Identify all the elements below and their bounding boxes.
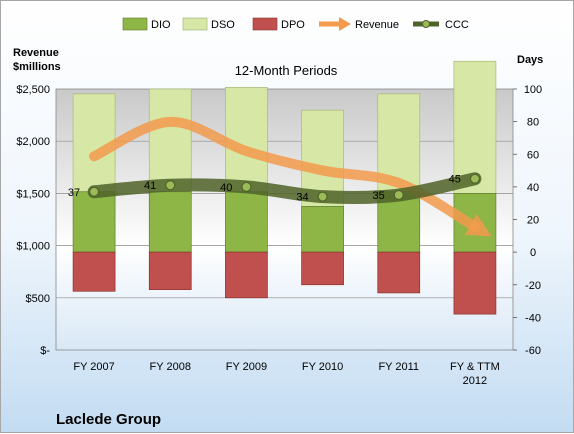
ccc-point <box>165 180 176 191</box>
y-right-tick-label: -60 <box>525 345 541 357</box>
legend: DIO DSO DPO Revenue CCC <box>122 17 469 31</box>
x-tick-label: FY 2011 <box>378 361 419 373</box>
y-right-tick-label: -40 <box>525 312 541 324</box>
y-left-title-line1: Revenue <box>13 47 59 59</box>
bar-dso <box>148 88 192 193</box>
y-left-title-line2: $millions <box>13 61 61 73</box>
y-left-tick-label: $1,000 <box>16 241 50 253</box>
ccc-data-label: 35 <box>373 190 385 202</box>
legend-label-ccc: CCC <box>445 19 469 31</box>
y-left-tick-label: $1,500 <box>16 188 50 200</box>
legend-label-dio: DIO <box>151 19 171 31</box>
ccc-series: 37 41 40 34 35 45 <box>68 172 482 205</box>
x-tick-label: FY 2007 <box>73 361 114 373</box>
bar-dio <box>72 191 116 253</box>
ccc-point <box>241 181 252 192</box>
y-right-tick-label: 60 <box>527 149 539 161</box>
ccc-data-label: 40 <box>220 182 232 194</box>
bar-dso <box>453 60 497 194</box>
ccc-line <box>87 172 482 205</box>
ccc-data-label: 37 <box>68 187 80 199</box>
legend-label-dso: DSO <box>211 19 235 31</box>
x-ticks: FY 2007 FY 2008 FY 2009 FY 2010 FY 2011 FY & … <box>73 361 499 387</box>
bar-dpo <box>453 251 497 315</box>
plot-area <box>55 88 514 351</box>
x-tick-label: FY 2010 <box>302 361 343 373</box>
y-left-tick-label: $500 <box>26 293 50 305</box>
y-right-ticks: 100 80 60 40 20 0 -20 -40 -60 <box>513 84 542 357</box>
bar-dpo <box>72 251 116 292</box>
ccc-point <box>88 186 100 197</box>
chart-title: 12-Month Periods <box>235 63 338 78</box>
y-right-tick-label: 0 <box>530 247 536 259</box>
y-right-tick-label: 80 <box>527 117 539 129</box>
ccc-data-label: 41 <box>144 180 156 192</box>
y-left-tick-label: $2,000 <box>16 136 50 148</box>
bar-dio <box>301 206 344 253</box>
x-tick-label: FY 2008 <box>150 361 191 373</box>
y-left-tick-label: $2,500 <box>16 84 50 96</box>
legend-label-revenue: Revenue <box>355 19 399 31</box>
x-tick-label: 2012 <box>463 375 487 387</box>
bar-dpo <box>301 251 344 286</box>
bar-dpo <box>225 251 268 299</box>
y-left-ticks: $2,500 $2,000 $1,500 $1,000 $500 $- <box>16 84 50 357</box>
legend-swatch-dpo <box>252 17 278 31</box>
y-right-title: Days <box>517 54 543 66</box>
ccc-point <box>469 173 481 184</box>
bar-dso <box>225 87 268 193</box>
bar-dio <box>148 191 192 253</box>
y-left-tick-label: $- <box>40 345 50 357</box>
x-tick-label: FY 2009 <box>226 361 267 373</box>
legend-label-dpo: DPO <box>281 19 305 31</box>
y-right-tick-label: -20 <box>525 280 541 292</box>
legend-swatch-ccc <box>413 20 439 28</box>
ccc-point <box>317 191 328 202</box>
y-right-tick-label: 20 <box>527 215 539 227</box>
y-right-tick-label: 40 <box>527 182 539 194</box>
bar-dpo <box>377 251 421 294</box>
ccc-data-label: 34 <box>296 192 308 204</box>
ccc-data-label: 45 <box>449 174 461 186</box>
y-right-tick-label: 100 <box>524 84 542 96</box>
legend-swatch-revenue <box>319 17 351 31</box>
x-tick-label: FY & TTM <box>450 361 500 373</box>
legend-swatch-dio <box>122 17 148 31</box>
bar-dio <box>225 191 268 253</box>
bar-dpo <box>148 251 192 290</box>
legend-swatch-dso <box>182 17 208 31</box>
company-name: Laclede Group <box>56 411 161 428</box>
ccc-point <box>393 189 404 201</box>
